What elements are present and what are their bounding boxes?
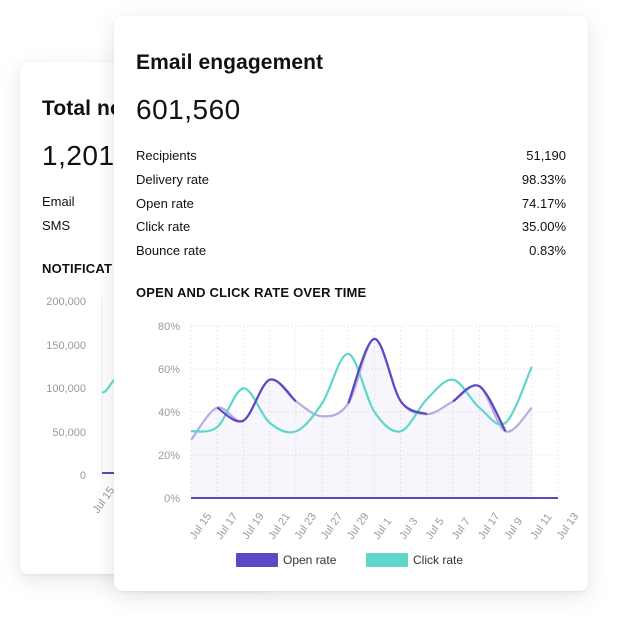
legend-label-click-rate: Click rate — [413, 553, 463, 567]
x-tick-label: Jul 27 — [319, 511, 346, 542]
metric-label: Click rate — [136, 219, 191, 234]
back-y-tick: 150,000 — [46, 340, 86, 352]
metric-value: 98.33% — [521, 172, 566, 187]
back-y-tick: 200,000 — [46, 296, 86, 308]
email-total: 601,560 — [136, 94, 241, 125]
back-y-tick: 100,000 — [46, 383, 86, 395]
y-tick-label: 0% — [164, 493, 180, 505]
metric-value: 35.00% — [521, 219, 566, 234]
open-click-rate-chart: 80%60%40%20%0% Jul 15 Jul 17 Jul 19 Jul 21 J… — [158, 321, 582, 567]
x-tick-label: Jul 9 — [502, 516, 525, 542]
metric-row-click-rate: Click rate 35.00% — [136, 219, 566, 234]
back-card-row-label: SMS — [42, 218, 71, 233]
y-tick-label: 40% — [158, 407, 180, 419]
metric-value: 74.17% — [521, 196, 566, 211]
metric-row-recipients: Recipients 51,190 — [136, 148, 566, 163]
x-tick-label: Jul 17 — [476, 511, 503, 542]
back-click-line — [101, 379, 115, 394]
metric-value: 0.83% — [529, 243, 566, 258]
metric-label: Recipients — [136, 148, 197, 163]
legend-swatch-open-rate — [236, 553, 278, 567]
y-tick-label: 60% — [158, 364, 180, 376]
chart-x-axis: Jul 15 Jul 17 Jul 19 Jul 21 Jul 23 Jul 27 Jul … — [188, 511, 582, 542]
metric-row-delivery-rate: Delivery rate 98.33% — [136, 172, 566, 187]
x-tick-label: Jul 13 — [555, 511, 582, 542]
metric-row-open-rate: Open rate 74.17% — [136, 196, 566, 211]
metric-label: Open rate — [136, 196, 194, 211]
card-title: Email engagement — [136, 51, 324, 74]
x-tick-label: Jul 23 — [292, 511, 319, 542]
metric-label: Bounce rate — [136, 243, 207, 258]
y-tick-label: 80% — [158, 321, 180, 333]
x-tick-label: Jul 5 — [424, 516, 447, 542]
metric-label: Delivery rate — [136, 172, 209, 187]
x-tick-label: Jul 19 — [240, 511, 267, 542]
chart-y-axis: 80% 60% 40% 20% 0% — [158, 321, 180, 505]
back-card-row-sms: SMS — [42, 218, 70, 233]
chart-section-title: OPEN AND CLICK RATE OVER TIME — [136, 285, 367, 300]
open-rate-area — [191, 338, 532, 498]
x-tick-label: Jul 11 — [528, 511, 554, 541]
legend-swatch-click-rate — [366, 553, 408, 567]
chart-legend: Open rate Click rate — [236, 553, 463, 567]
legend-label-open-rate: Open rate — [283, 553, 337, 567]
back-card-total: 1,201, — [42, 140, 123, 171]
open-rate-line — [452, 384, 507, 432]
back-y-tick: 50,000 — [52, 427, 86, 439]
back-card-title: Total no — [42, 97, 123, 120]
metric-row-bounce-rate: Bounce rate 0.83% — [136, 243, 566, 258]
back-card-chart: 200,000 150,000 100,000 50,000 0 Jul 15 — [46, 296, 120, 516]
x-tick-label: Jul 1 — [371, 516, 394, 542]
back-card-section-title: NOTIFICAT — [42, 261, 113, 276]
back-card-row-email: Email — [42, 194, 75, 209]
x-tick-label: Jul 3 — [397, 516, 420, 542]
back-card-row-label: Email — [42, 194, 75, 209]
x-tick-label: Jul 29 — [345, 511, 372, 542]
open-rate-line — [347, 337, 428, 416]
click-rate-line — [190, 352, 533, 434]
open-rate-line — [216, 378, 297, 423]
email-engagement-card: Email engagement 601,560 Recipients 51,1… — [114, 16, 588, 591]
back-y-tick: 0 — [80, 470, 86, 482]
y-tick-label: 20% — [158, 450, 180, 462]
x-tick-label: Jul 7 — [450, 516, 473, 542]
metric-value: 51,190 — [526, 148, 566, 163]
chart-series — [190, 337, 558, 499]
x-tick-label: Jul 17 — [214, 511, 241, 542]
x-tick-label: Jul 15 — [188, 511, 215, 542]
x-tick-label: Jul 21 — [266, 511, 293, 542]
